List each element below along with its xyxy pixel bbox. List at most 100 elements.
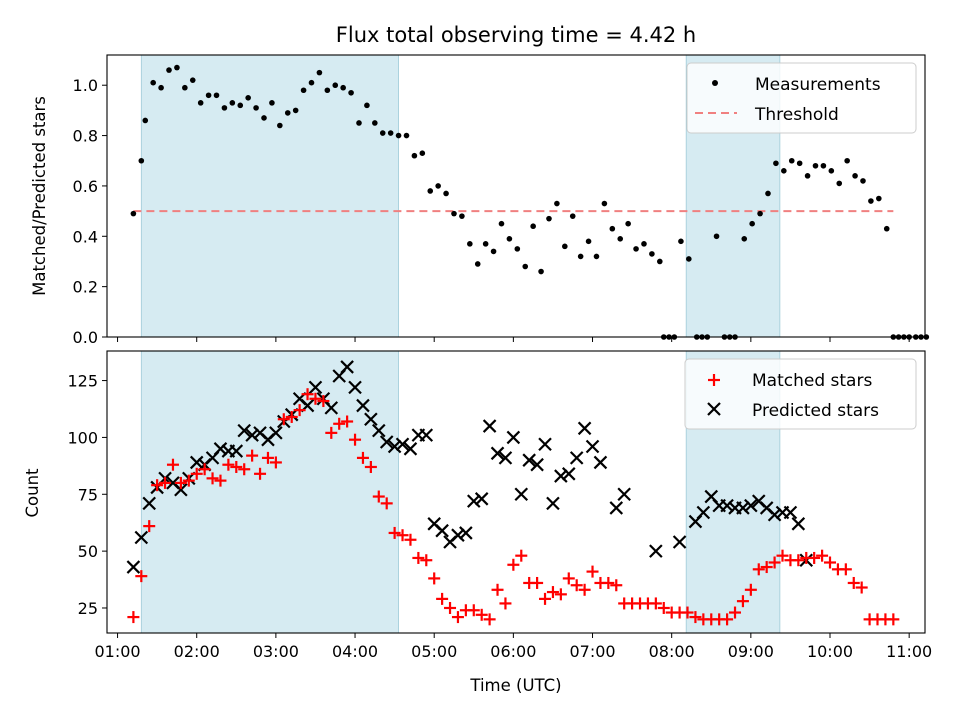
legend-label-predicted: Predicted stars [752, 401, 879, 421]
legend: Matched stars Predicted stars [684, 358, 917, 430]
matched-star-point [238, 463, 251, 476]
measurement-point [269, 100, 275, 106]
matched-star-point [151, 479, 164, 492]
matched-star-point [254, 467, 267, 480]
matched-star-point [562, 572, 575, 585]
matched-star-point [246, 449, 259, 462]
matched-star-point [349, 433, 362, 446]
measurement-point [205, 92, 212, 99]
x-axis-ticks: 01:00 02:00 03:00 04:00 05:00 06:00 07:00 08:00… [95, 633, 932, 661]
measurement-point [868, 198, 874, 204]
measurement-point [852, 173, 858, 179]
matched-star-point [293, 404, 306, 417]
measurement-point [189, 77, 196, 83]
predicted-star-point [395, 437, 410, 452]
matched-star-point [855, 581, 868, 594]
matched-star-point [729, 606, 742, 619]
measurement-point [633, 246, 639, 252]
y-axis-label: Matched/Predicted stars [30, 96, 49, 296]
measurement-point [530, 223, 536, 230]
measurement-point [538, 268, 544, 275]
measurement-point [395, 132, 402, 139]
matched-star-point [839, 563, 852, 576]
legend-marker-measurements [712, 80, 718, 86]
matched-star-point [325, 426, 338, 439]
matched-star-point [792, 554, 805, 567]
predicted-star-point [142, 496, 156, 511]
predicted-star-point [791, 517, 806, 531]
measurement-point [348, 89, 354, 96]
measurement-point [569, 213, 576, 219]
predicted-star-point [490, 446, 505, 461]
measurement-point [387, 130, 394, 136]
predicted-star-point [498, 451, 513, 465]
matched-star-point [816, 549, 829, 562]
measurement-point [340, 84, 346, 91]
matched-star-point [182, 474, 195, 487]
matched-star-point [847, 576, 860, 589]
measurement-point [324, 87, 331, 94]
measurement-point [316, 69, 323, 76]
matched-star-point [689, 611, 702, 624]
predicted-star-point [245, 428, 259, 442]
measurement-point [498, 220, 505, 227]
matched-star-point [159, 476, 172, 489]
measurement-point [332, 82, 339, 89]
measurement-point [678, 238, 684, 245]
predicted-star-point [767, 507, 782, 522]
y-axis-label: Count [23, 468, 42, 518]
measurement-point [836, 180, 843, 187]
legend-box [686, 62, 917, 134]
measurement-point [292, 107, 299, 114]
matched-star-point [396, 529, 409, 542]
matched-star-point [507, 558, 520, 571]
legend: Measurements Threshold [686, 62, 917, 134]
measurement-point [812, 162, 819, 169]
measurement-point [379, 130, 386, 136]
predicted-star-point [474, 492, 489, 506]
measurement-point [277, 122, 283, 129]
matched-star-point [657, 601, 670, 614]
measurement-points [130, 64, 930, 340]
x-axis-ticks [117, 337, 910, 342]
predicted-star-point [213, 442, 228, 456]
count-points [126, 360, 900, 626]
matched-star-point [546, 586, 559, 599]
matched-star-point [261, 451, 274, 464]
measurement-point [796, 160, 803, 167]
measurement-point [372, 120, 378, 126]
measurement-point [546, 215, 552, 222]
y-axis-ticks: 25 50 75 100 125 [67, 372, 107, 618]
y-tick-label: 50 [78, 542, 98, 561]
matched-star-point [269, 456, 282, 469]
measurement-point [828, 168, 835, 174]
x-tick-label: 10:00 [807, 642, 853, 661]
predicted-star-point [379, 435, 394, 449]
measurement-point [860, 178, 866, 184]
predicted-star-point [530, 457, 544, 472]
predicted-star-point [269, 426, 283, 440]
measurement-point [174, 64, 180, 71]
matched-star-point [444, 601, 457, 614]
matched-star-point [127, 611, 140, 624]
measurement-point [435, 183, 441, 189]
measurement-point [261, 115, 267, 121]
y-axis-ticks: 0.0 0.2 0.4 0.6 0.8 1.0 [73, 76, 107, 347]
predicted-star-point [229, 444, 244, 458]
matched-star-point [531, 576, 544, 589]
y-tick-label: 0.2 [73, 278, 98, 297]
measurement-point [213, 92, 220, 99]
measurement-point [158, 84, 164, 91]
plot-frame [106, 350, 926, 634]
predicted-star-point [736, 501, 750, 515]
matched-star-point [412, 551, 425, 564]
predicted-star-point [522, 453, 536, 467]
matched-star-point [491, 583, 504, 596]
measurement-point [585, 238, 592, 245]
x-tick-label: 04:00 [332, 642, 378, 661]
predicted-star-point [459, 526, 473, 540]
legend-label-threshold: Threshold [754, 105, 839, 125]
measurement-point [649, 251, 655, 257]
predicted-star-point [593, 455, 608, 470]
measurement-point [138, 157, 145, 164]
